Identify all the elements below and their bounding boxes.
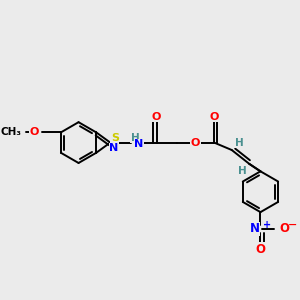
Text: N: N — [134, 140, 144, 149]
Text: −: − — [288, 220, 298, 230]
Text: O: O — [209, 112, 219, 122]
Text: O: O — [152, 112, 161, 122]
Text: O: O — [279, 222, 289, 235]
Text: N: N — [250, 222, 260, 235]
Text: O: O — [191, 138, 200, 148]
Text: N: N — [109, 143, 119, 154]
Text: +: + — [263, 220, 272, 230]
Text: O: O — [256, 243, 266, 256]
Text: S: S — [111, 133, 119, 142]
Text: H: H — [131, 133, 140, 143]
Text: H: H — [238, 166, 246, 176]
Text: CH₃: CH₃ — [1, 128, 22, 137]
Text: O: O — [29, 128, 39, 137]
Text: H: H — [235, 138, 244, 148]
